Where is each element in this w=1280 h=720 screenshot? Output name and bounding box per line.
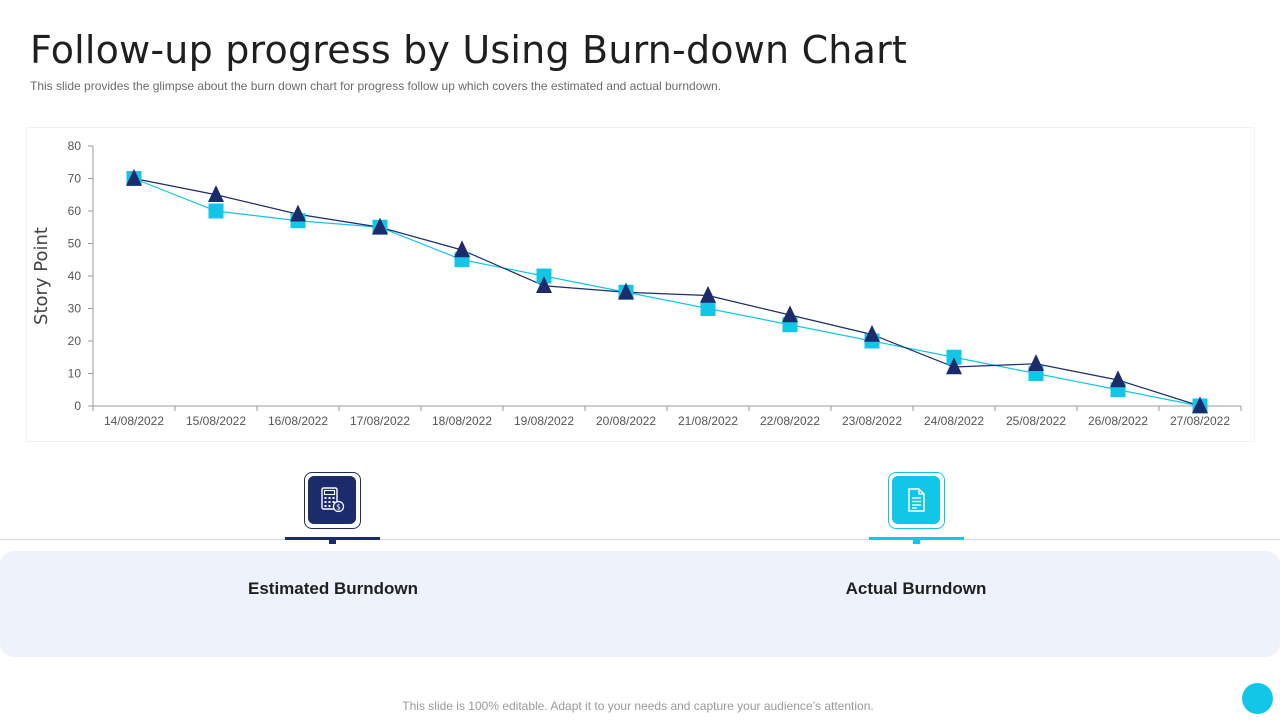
actual-point [208,203,224,219]
burndown-chart: 0 10 20 30 40 50 60 70 80 14/08/2022 15/08/2022 16/… [31,139,1242,428]
x-tick-label: 15/08/2022 [186,414,246,428]
series-line-actual [133,177,1201,407]
actual-point [946,349,962,365]
estimated-point [372,217,388,235]
y-tick-label: 0 [74,399,81,413]
estimated-icon-frame: $ [304,472,361,529]
estimated-point [618,282,634,300]
actual-icon-frame [888,472,945,529]
estimated-burndown-label: Estimated Burndown [247,579,418,598]
svg-text:$: $ [336,502,341,511]
y-tick-label: 60 [68,204,82,218]
estimated-marker-dot [329,537,336,544]
x-tick-label: 18/08/2022 [432,414,492,428]
y-tick-label: 40 [68,269,82,283]
y-tick-label: 10 [68,367,82,381]
y-axis-title: Story Point [31,227,52,325]
x-tick-label: 21/08/2022 [678,414,738,428]
estimated-point [290,204,306,222]
x-tick-label: 14/08/2022 [104,414,164,428]
x-tick-label: 16/08/2022 [268,414,328,428]
x-tick-label: 19/08/2022 [514,414,574,428]
divider [0,539,1280,540]
y-tick-label: 20 [68,334,82,348]
series-line-estimated [133,177,1201,407]
estimated-point [1028,354,1044,371]
estimated-point [536,276,552,293]
page-subtitle: This slide provides the glimpse about th… [30,79,722,93]
x-tick-label: 26/08/2022 [1088,414,1148,428]
x-tick-label: 17/08/2022 [350,414,410,428]
chart-container: 0 10 20 30 40 50 60 70 80 14/08/2022 15/08/2022 16/… [26,127,1255,442]
document-icon [892,476,940,524]
estimated-point [208,185,224,202]
y-tick-label: 50 [68,237,82,251]
estimated-point [700,285,716,303]
x-tick-label: 25/08/2022 [1006,414,1066,428]
calculator-dollar-icon: $ [308,476,356,524]
estimated-point [126,168,142,186]
estimated-point [782,305,798,323]
estimated-point [1110,370,1126,388]
actual-point [700,301,716,316]
x-tick-label: 20/08/2022 [596,414,656,428]
legend-panel [0,551,1280,657]
x-tick-label: 22/08/2022 [760,414,820,428]
estimated-point [864,324,880,342]
page-title: Follow-up progress by Using Burn-down Ch… [30,28,907,72]
footer-note: This slide is 100% editable. Adapt it to… [402,699,874,713]
y-tick-label: 70 [68,172,82,186]
corner-circle [1242,683,1273,714]
estimated-point [454,240,470,258]
x-tick-label: 27/08/2022 [1170,414,1230,428]
estimated-point [1192,396,1208,414]
x-tick-label: 23/08/2022 [842,414,902,428]
estimated-point [946,357,962,375]
y-tick-label: 80 [68,139,82,153]
y-tick-label: 30 [68,302,82,316]
actual-marker-dot [913,537,920,544]
actual-point [536,268,552,284]
x-tick-label: 24/08/2022 [924,414,984,428]
actual-burndown-label: Actual Burndown [845,579,987,598]
